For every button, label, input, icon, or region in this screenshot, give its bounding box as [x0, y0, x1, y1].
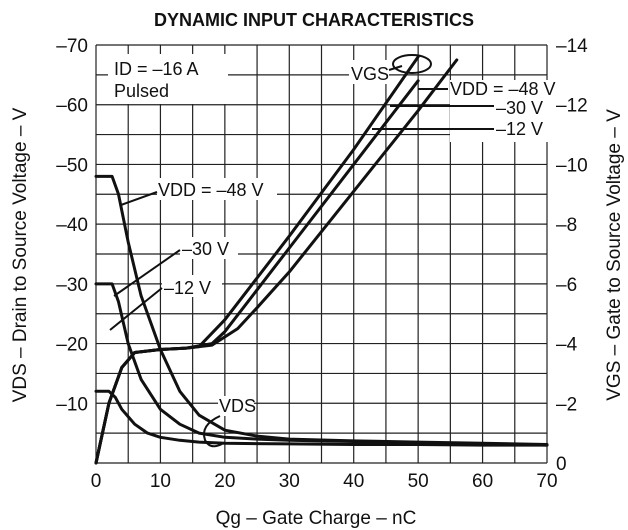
vds-label-background — [218, 396, 254, 416]
condition-drain-current: ID = –16 A — [114, 59, 199, 79]
conditions-box-background — [108, 54, 228, 104]
y-left-tick-label: –60 — [56, 96, 88, 117]
tick-labels: 0 10 20 30 40 50 60 70–70–60–50–40–30–20–10–14–… — [56, 36, 588, 492]
vgs-label-background — [349, 60, 389, 84]
condition-pulsed: Pulsed — [114, 81, 169, 101]
label-vds: VDS — [219, 396, 256, 416]
leader-12-left — [109, 287, 163, 331]
y-right-tick-label: –2 — [556, 394, 577, 415]
y-right-tick-label: –6 — [556, 275, 577, 296]
y-right-tick-label: –8 — [556, 215, 577, 236]
label-vgs: VGS — [351, 64, 389, 84]
label-vdd-48-left: VDD = –48 V — [158, 180, 264, 200]
vds-marker-loop — [203, 415, 223, 448]
x-axis-label: Qg – Gate Charge – nC — [216, 508, 417, 529]
x-tick-label: 30 — [279, 471, 300, 492]
x-tick-label: 0 — [91, 471, 102, 492]
chart-title: DYNAMIC INPUT CHARACTERISTICS — [154, 10, 474, 30]
y-right-tick-label: –14 — [556, 36, 588, 57]
vdd-30-left-background — [180, 237, 238, 259]
x-tick-label: 40 — [343, 471, 364, 492]
vdd-12-left-background — [162, 275, 222, 297]
x-tick-label: 50 — [408, 471, 429, 492]
y-right-axis-label: VGS – Gate to Source Voltage – V — [604, 109, 625, 401]
y-left-tick-label: –30 — [56, 275, 88, 296]
x-tick-label: 70 — [536, 471, 557, 492]
series-line-5 — [94, 58, 459, 465]
y-right-tick-label: 0 — [556, 454, 567, 475]
curves — [94, 55, 549, 465]
y-right-tick-label: –10 — [556, 155, 588, 176]
y-left-tick-label: –70 — [56, 36, 88, 57]
y-right-tick-label: –4 — [556, 335, 578, 356]
label-vdd-48-right: VDD = –48 V — [450, 79, 556, 99]
y-left-tick-label: –20 — [56, 335, 88, 356]
label-vdd-12-left: –12 V — [164, 278, 211, 298]
x-tick-label: 10 — [150, 471, 171, 492]
y-left-tick-label: –50 — [56, 155, 88, 176]
y-right-tick-label: –12 — [556, 96, 588, 117]
y-left-axis-label: VDS – Drain to Source Voltage – V — [10, 107, 31, 402]
y-left-tick-label: –10 — [56, 394, 88, 415]
x-tick-label: 60 — [472, 471, 493, 492]
y-left-tick-label: –40 — [56, 215, 88, 236]
leader-30-left — [113, 249, 181, 297]
label-vdd-12-right: –12 V — [496, 119, 543, 139]
vgs-marker-ellipse — [392, 54, 432, 74]
leader-48-left — [120, 191, 158, 206]
vgs-leader — [388, 65, 403, 71]
vdd-48-left-background — [157, 178, 277, 200]
x-tick-label: 20 — [214, 471, 235, 492]
vdd-labels-background — [450, 80, 548, 142]
series-line-1 — [94, 282, 549, 447]
label-vdd-30-right: –30 V — [496, 98, 543, 118]
series-line-2 — [94, 389, 549, 447]
label-vdd-30-left: –30 V — [182, 239, 229, 259]
